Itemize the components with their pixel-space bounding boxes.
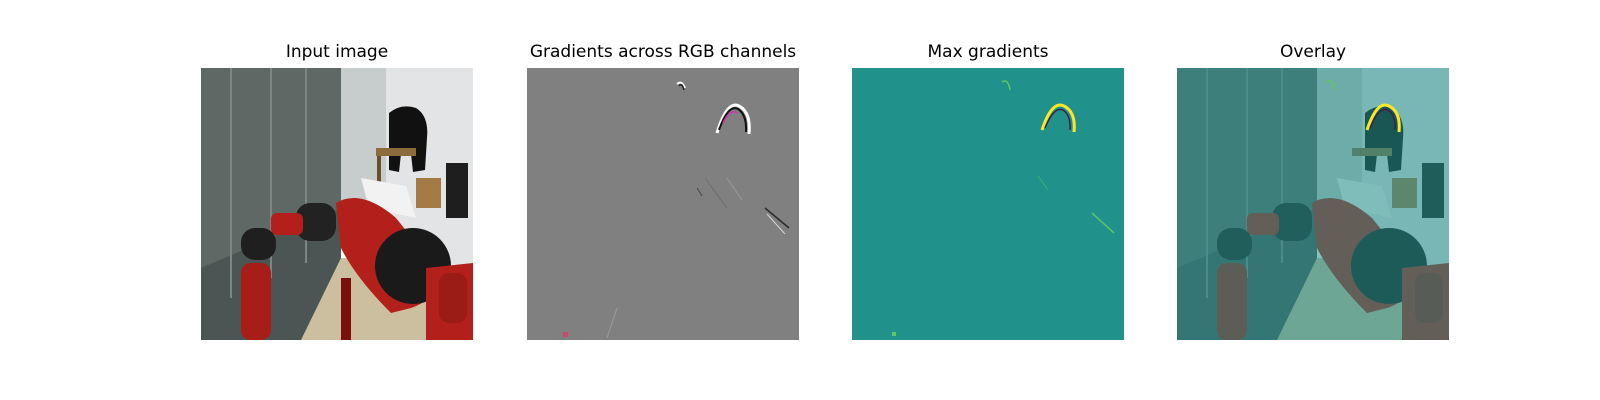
max-gradient-head-outline — [1040, 103, 1076, 133]
max-gradients-image — [852, 68, 1124, 340]
cardboard-box — [416, 178, 441, 208]
panel-title: Input image — [285, 42, 389, 62]
panel-title: Overlay — [1279, 42, 1347, 62]
panel-max-gradients: Max gradients — [852, 40, 1124, 340]
input-image-svg — [201, 68, 473, 340]
overlay-highlight — [1365, 103, 1401, 133]
rgb-gradients-image — [527, 68, 799, 340]
gradient-head-outline — [715, 103, 751, 135]
panel-title: Max gradients — [927, 42, 1049, 62]
panel-input-image: Input image — [201, 40, 473, 340]
input-image — [201, 68, 473, 340]
overlay-image — [1177, 68, 1449, 340]
panel-overlay: Overlay — [1177, 40, 1449, 340]
overlay-tint — [1177, 68, 1449, 340]
rgb-gradients-svg — [527, 68, 799, 340]
panel-title: Gradients across RGB channels — [529, 42, 797, 62]
overlay-svg — [1177, 68, 1449, 340]
computer-tower — [446, 163, 468, 218]
max-gradients-svg — [852, 68, 1124, 340]
panel-rgb-gradients: Gradients across RGB channels — [527, 40, 799, 340]
